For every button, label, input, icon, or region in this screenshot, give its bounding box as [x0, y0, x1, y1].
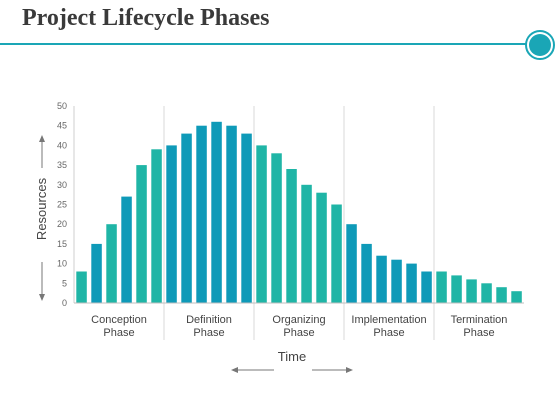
bar: [256, 145, 267, 303]
y-tick-label: 45: [57, 121, 67, 131]
bar: [286, 169, 297, 303]
y-arrowhead-down: [39, 294, 45, 301]
x-arrowhead-right: [346, 367, 353, 373]
accent-circle-core: [529, 34, 551, 56]
y-tick-label: 25: [57, 200, 67, 210]
bar: [496, 287, 507, 303]
y-arrowhead-up: [39, 135, 45, 142]
phase-label: Definition: [186, 314, 232, 326]
x-axis-title: Time: [278, 349, 306, 364]
bar: [406, 263, 417, 303]
phase-label: Conception: [91, 314, 147, 326]
x-arrowhead-left: [231, 367, 238, 373]
bar: [211, 121, 222, 303]
slide-title: Project Lifecycle Phases: [22, 5, 270, 31]
bar: [511, 291, 522, 303]
bar: [346, 224, 357, 303]
bar: [166, 145, 177, 303]
bar: [466, 279, 477, 303]
bar: [301, 184, 312, 303]
bar: [181, 133, 192, 303]
bar: [76, 271, 87, 303]
y-tick-label: 10: [57, 259, 67, 269]
bar: [331, 204, 342, 303]
title-underline: [0, 43, 530, 45]
phase-label: Phase: [103, 327, 134, 339]
bar: [361, 243, 372, 303]
phase-label: Termination: [451, 314, 508, 326]
bar: [376, 255, 387, 303]
y-tick-label: 35: [57, 160, 67, 170]
bar: [136, 165, 147, 303]
y-axis-title: Resources: [34, 177, 49, 240]
phase-label: Phase: [193, 327, 224, 339]
bar: [106, 224, 117, 303]
bar: [91, 243, 102, 303]
bar: [451, 275, 462, 303]
y-tick-label: 15: [57, 239, 67, 249]
phase-label: Implementation: [351, 314, 426, 326]
bar: [481, 283, 492, 303]
phase-label: Phase: [463, 327, 494, 339]
y-tick-label: 0: [62, 298, 67, 308]
bar: [271, 153, 282, 303]
y-tick-label: 30: [57, 180, 67, 190]
bar: [391, 259, 402, 303]
bar: [196, 125, 207, 303]
phase-label: Organizing: [272, 314, 325, 326]
bar: [241, 133, 252, 303]
bar: [121, 196, 132, 303]
y-tick-label: 5: [62, 278, 67, 288]
bar: [316, 192, 327, 303]
y-tick-label: 40: [57, 140, 67, 150]
bar: [421, 271, 432, 303]
y-tick-label: 20: [57, 219, 67, 229]
y-tick-label: 50: [57, 101, 67, 111]
bar: [226, 125, 237, 303]
phase-label: Phase: [373, 327, 404, 339]
bar: [151, 149, 162, 303]
phase-label: Phase: [283, 327, 314, 339]
bar: [436, 271, 447, 303]
